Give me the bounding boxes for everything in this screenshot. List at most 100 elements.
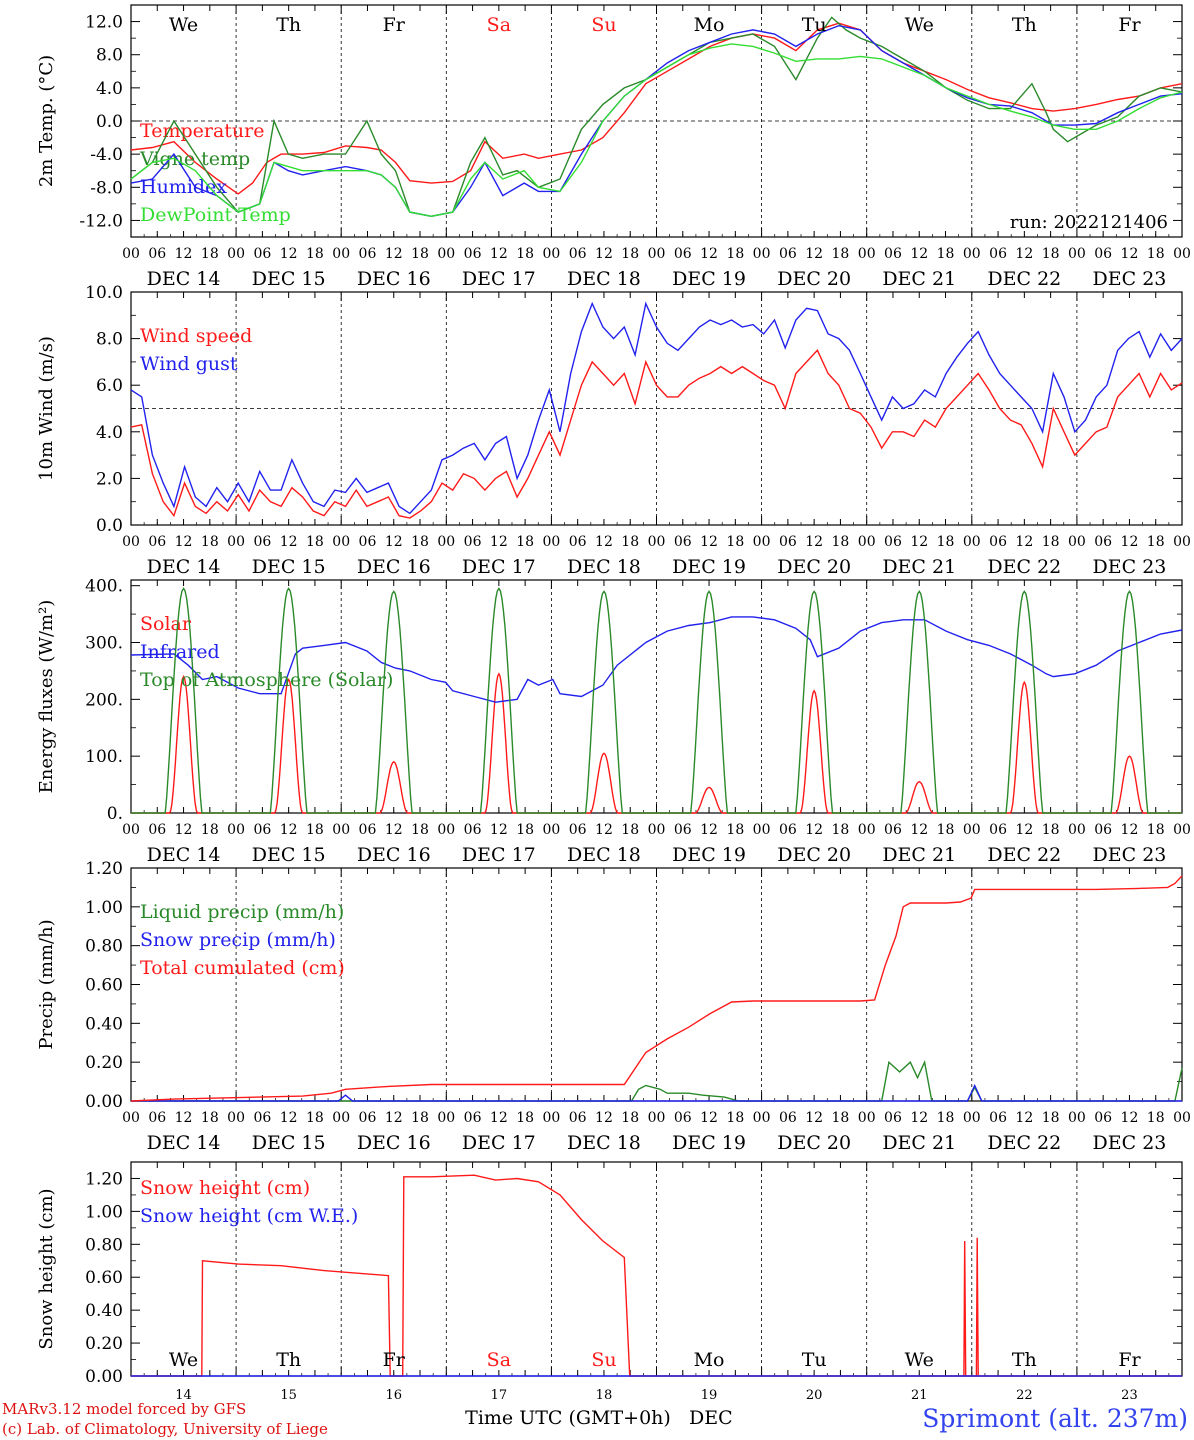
x-hour-label: 06: [989, 822, 1007, 838]
y-tick-label: 1.00: [85, 898, 123, 918]
x-hour-label: 06: [1094, 1110, 1112, 1126]
x-hour-label: 00: [122, 246, 140, 262]
x-hour-label: 12: [1121, 246, 1139, 262]
x-date-label: DEC 19: [672, 556, 746, 578]
x-hour-label: 12: [490, 1110, 508, 1126]
run-annotation: run: 2022121406: [1010, 212, 1168, 233]
x-hour-label: 12: [805, 1110, 823, 1126]
x-hour-label: 12: [595, 1110, 613, 1126]
x-date-label: DEC 23: [1093, 268, 1167, 290]
x-date-label: DEC 19: [672, 844, 746, 866]
x-hour-label: 12: [595, 246, 613, 262]
x-hour-label: 12: [910, 1110, 928, 1126]
x-hour-label: 00: [1173, 534, 1191, 550]
x-hour-label: 00: [542, 246, 560, 262]
x-hour-label: 00: [963, 1110, 981, 1126]
x-date-label: DEC 19: [672, 1132, 746, 1154]
x-hour-label: 18: [937, 1110, 955, 1126]
legend-entry: Snow height (cm): [140, 1177, 310, 1199]
x-hour-label: 06: [253, 822, 271, 838]
x-date-label: DEC 17: [462, 1132, 536, 1154]
x-hour-label: 00: [542, 534, 560, 550]
x-day-number: 23: [1121, 1388, 1138, 1403]
weekday-label: Fr: [383, 1349, 406, 1371]
x-hour-label: 00: [1173, 246, 1191, 262]
x-hour-label: 12: [700, 246, 718, 262]
x-hour-label: 18: [201, 1110, 219, 1126]
x-hour-label: 00: [648, 534, 666, 550]
x-hour-label: 12: [910, 822, 928, 838]
x-hour-label: 12: [700, 534, 718, 550]
x-hour-label: 00: [122, 1110, 140, 1126]
x-hour-label: 18: [937, 822, 955, 838]
x-date-label: DEC 22: [987, 844, 1061, 866]
x-hour-label: 12: [280, 1110, 298, 1126]
x-date-label: DEC 17: [462, 268, 536, 290]
x-hour-label: 18: [937, 246, 955, 262]
x-hour-label: 12: [700, 1110, 718, 1126]
y-tick-label: 4.0: [96, 79, 123, 99]
x-date-label: DEC 21: [882, 1132, 956, 1154]
y-tick-label: 2.0: [96, 469, 123, 489]
x-hour-label: 18: [726, 534, 744, 550]
x-hour-label: 12: [1015, 822, 1033, 838]
x-hour-label: 12: [805, 534, 823, 550]
x-date-label: DEC 14: [147, 1132, 221, 1154]
x-hour-label: 12: [910, 534, 928, 550]
weekday-label: Th: [1012, 1349, 1037, 1371]
x-hour-label: 00: [753, 246, 771, 262]
x-hour-label: 00: [1068, 534, 1086, 550]
x-date-label: DEC 22: [987, 268, 1061, 290]
x-hour-label: 12: [1015, 1110, 1033, 1126]
x-date-label: DEC 15: [252, 844, 326, 866]
x-hour-label: 18: [621, 246, 639, 262]
x-date-label: DEC 16: [357, 844, 431, 866]
credit-line-1: MARv3.12 model forced by GFS: [2, 1400, 246, 1418]
x-hour-label: 00: [437, 246, 455, 262]
y-tick-label: 0.00: [85, 1092, 123, 1112]
series-line: [130, 616, 1183, 703]
x-date-label: DEC 22: [987, 1132, 1061, 1154]
series-line: [130, 349, 1183, 519]
y-tick-label: -4.0: [90, 145, 123, 165]
x-hour-label: 06: [359, 1110, 377, 1126]
series-line: [131, 587, 1182, 814]
y-tick-label: 0.20: [85, 1334, 123, 1354]
x-hour-label: 00: [332, 822, 350, 838]
x-hour-label: 12: [700, 822, 718, 838]
y-tick-label: 300.: [85, 634, 123, 654]
legend-entry: Snow height (cm W.E.): [140, 1205, 358, 1227]
x-hour-label: 00: [753, 822, 771, 838]
y-tick-label: 1.20: [85, 1169, 123, 1189]
weekday-label: We: [905, 1349, 934, 1371]
x-hour-label: 18: [832, 822, 850, 838]
x-hour-label: 00: [122, 822, 140, 838]
x-hour-label: 18: [621, 1110, 639, 1126]
x-hour-label: 18: [1147, 246, 1165, 262]
x-hour-label: 00: [1068, 1110, 1086, 1126]
x-hour-label: 06: [464, 1110, 482, 1126]
x-hour-label: 18: [516, 246, 534, 262]
x-hour-label: 12: [175, 1110, 193, 1126]
series-line: [130, 43, 1183, 218]
x-hour-label: 18: [726, 246, 744, 262]
x-hour-label: 00: [542, 1110, 560, 1126]
x-hour-label: 06: [359, 246, 377, 262]
legend-entry: Vigne temp: [139, 148, 250, 170]
x-hour-label: 18: [411, 1110, 429, 1126]
legend-entry: Wind speed: [140, 325, 252, 347]
weekday-label: Th: [276, 1349, 301, 1371]
x-day-number: 21: [911, 1388, 928, 1403]
x-axis-title: Time UTC (GMT+0h): [465, 1407, 671, 1429]
legend-entry: Wind gust: [140, 353, 238, 375]
x-hour-label: 06: [1094, 822, 1112, 838]
weekday-label: Su: [591, 1349, 616, 1371]
x-hour-label: 18: [1042, 534, 1060, 550]
x-date-label: DEC 16: [357, 268, 431, 290]
x-date-label: DEC 23: [1093, 556, 1167, 578]
weekday-label: Fr: [1118, 14, 1141, 36]
x-hour-label: 06: [569, 1110, 587, 1126]
x-hour-label: 00: [648, 1110, 666, 1126]
x-hour-label: 06: [674, 246, 692, 262]
x-day-number: 14: [175, 1388, 192, 1403]
